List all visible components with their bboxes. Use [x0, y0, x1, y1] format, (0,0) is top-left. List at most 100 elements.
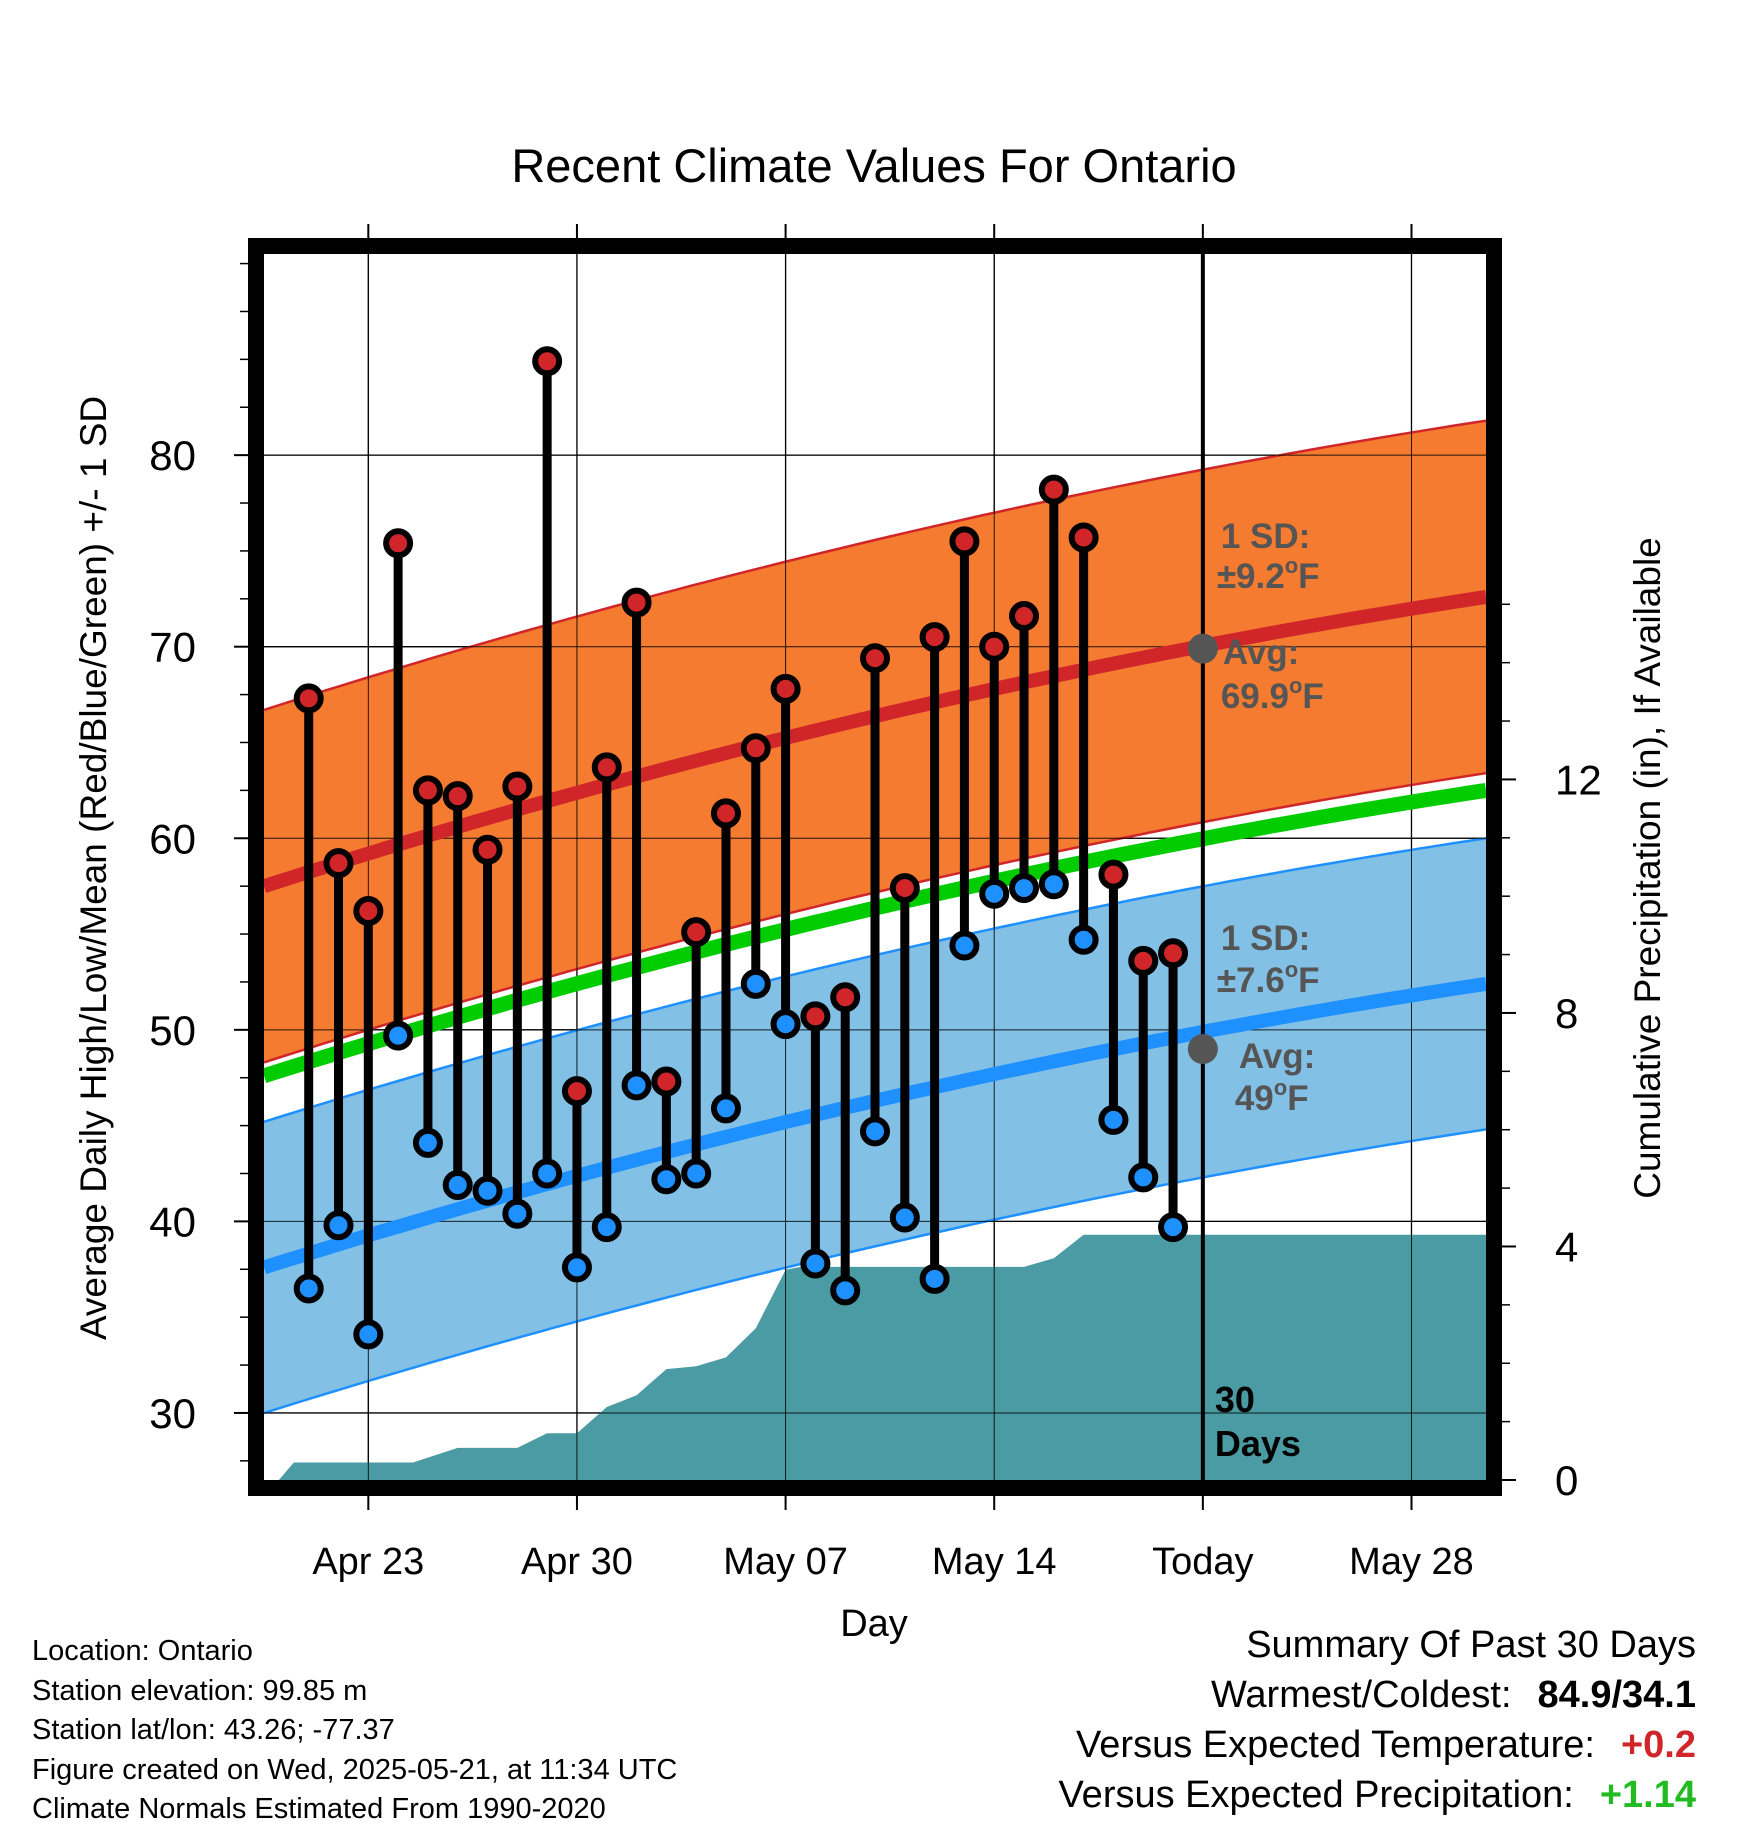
high-avg-marker — [1187, 633, 1218, 664]
obs-low-point — [383, 1020, 414, 1051]
low-avg-title: Avg: — [1239, 1037, 1315, 1076]
high-sd-value: ±9.2oF — [1217, 553, 1320, 596]
station-info: Location: Ontario Station elevation: 99.… — [32, 1632, 677, 1830]
y2-tick-label: 0 — [1555, 1457, 1578, 1504]
y-tick-label: 70 — [149, 624, 196, 671]
precip-versus-label: Versus Expected Precipitation: — [1058, 1774, 1574, 1816]
obs-low-point — [591, 1212, 622, 1243]
obs-high-point — [323, 848, 354, 879]
x-tick-label: Apr 23 — [312, 1541, 424, 1583]
obs-high-point — [651, 1066, 682, 1097]
obs-high-point — [830, 982, 861, 1013]
plot-frame — [248, 238, 1502, 1496]
obs-high-point — [681, 917, 712, 948]
obs-high-point — [1068, 522, 1099, 553]
obs-low-point — [293, 1273, 324, 1304]
low-avg-value: 49oF — [1235, 1075, 1309, 1118]
obs-high-point — [1128, 945, 1159, 976]
low-sd-band-lower-edge — [264, 1128, 1486, 1415]
normals-text: Climate Normals Estimated From 1990-2020 — [32, 1793, 606, 1825]
location-text: Location: Ontario — [32, 1635, 253, 1667]
obs-low-point — [651, 1164, 682, 1195]
summary-panel: Summary Of Past 30 Days Warmest/Coldest:… — [1058, 1620, 1696, 1820]
obs-high-point — [979, 631, 1010, 662]
obs-low-point — [323, 1210, 354, 1241]
obs-high-point — [442, 781, 473, 812]
obs-high-point — [770, 673, 801, 704]
obs-high-point — [353, 896, 384, 927]
obs-high-point — [532, 346, 563, 377]
chart-title: Recent Climate Values For Ontario — [511, 139, 1236, 192]
x-tick-label: May 14 — [932, 1541, 1057, 1583]
obs-low-point — [949, 930, 980, 961]
obs-low-point — [770, 1009, 801, 1040]
obs-high-point — [472, 834, 503, 865]
summary-title: Summary Of Past 30 Days — [1246, 1624, 1696, 1666]
obs-low-point — [442, 1169, 473, 1200]
today-label-line1: 30 — [1215, 1379, 1255, 1420]
precip-versus-row: Versus Expected Precipitation: +1.14 — [1058, 1770, 1696, 1820]
obs-low-point — [621, 1070, 652, 1101]
obs-high-point — [889, 873, 920, 904]
y-tick-label: 50 — [149, 1007, 196, 1054]
x-tick-label: Apr 30 — [521, 1541, 633, 1583]
x-tick-label: Today — [1152, 1541, 1253, 1583]
obs-low-point — [1068, 924, 1099, 955]
obs-high-point — [621, 587, 652, 618]
obs-high-point — [1009, 601, 1040, 632]
obs-low-point — [472, 1175, 503, 1206]
obs-high-point — [800, 1001, 831, 1032]
y-tick-label: 30 — [149, 1390, 196, 1437]
precip-versus-value: +1.14 — [1599, 1774, 1696, 1816]
obs-low-point — [889, 1202, 920, 1233]
elevation-text: Station elevation: 99.85 m — [32, 1674, 368, 1707]
temp-versus-row: Versus Expected Temperature: +0.2 — [1058, 1720, 1696, 1770]
obs-low-point — [1128, 1162, 1159, 1193]
obs-low-point — [919, 1263, 950, 1294]
obs-high-point — [1158, 938, 1189, 969]
obs-low-point — [412, 1127, 443, 1158]
low-sd-value: ±7.6oF — [1217, 957, 1320, 1000]
low-avg-marker — [1187, 1033, 1218, 1064]
obs-low-point — [1098, 1104, 1129, 1135]
high-avg-value: 69.9oF — [1221, 673, 1324, 716]
warmest-coldest-row: Warmest/Coldest: 84.9/34.1 — [1058, 1670, 1696, 1720]
today-label-line2: Days — [1215, 1423, 1301, 1464]
obs-low-point — [1158, 1212, 1189, 1243]
y-tick-label: 80 — [149, 432, 196, 479]
obs-high-point — [949, 526, 980, 557]
obs-low-point — [710, 1093, 741, 1124]
x-tick-label: May 07 — [723, 1541, 848, 1583]
obs-low-point — [860, 1116, 890, 1147]
obs-high-point — [591, 752, 622, 783]
obs-low-point — [740, 968, 771, 999]
obs-high-point — [383, 528, 414, 559]
y-tick-label: 60 — [149, 815, 196, 862]
temp-versus-value: +0.2 — [1620, 1724, 1696, 1766]
obs-low-point — [830, 1275, 861, 1306]
obs-low-point — [353, 1319, 384, 1350]
y-axis-label: Average Daily High/Low/Mean (Red/Blue/Gr… — [73, 396, 114, 1340]
obs-high-point — [740, 733, 771, 764]
obs-low-point — [532, 1158, 563, 1189]
high-avg-title: Avg: — [1223, 633, 1299, 672]
y2-tick-label: 4 — [1555, 1223, 1578, 1270]
x-tick-label: May 28 — [1349, 1541, 1474, 1583]
temp-versus-label: Versus Expected Temperature: — [1076, 1724, 1595, 1766]
precip-area — [264, 1234, 1486, 1480]
obs-high-point — [710, 798, 741, 829]
high-sd-title: 1 SD: — [1221, 517, 1310, 556]
obs-high-point — [293, 683, 324, 714]
created-text: Figure created on Wed, 2025-05-21, at 11… — [32, 1753, 678, 1786]
low-sd-title: 1 SD: — [1221, 919, 1310, 958]
obs-high-point — [502, 771, 533, 802]
obs-low-point — [800, 1248, 831, 1279]
latlon-text: Station lat/lon: 43.26; -77.37 — [32, 1714, 395, 1746]
obs-low-point — [1038, 869, 1069, 900]
obs-high-point — [1098, 859, 1129, 890]
obs-low-point — [1009, 873, 1040, 904]
obs-high-point — [561, 1076, 592, 1107]
obs-low-point — [979, 878, 1010, 909]
obs-high-point — [919, 622, 950, 653]
